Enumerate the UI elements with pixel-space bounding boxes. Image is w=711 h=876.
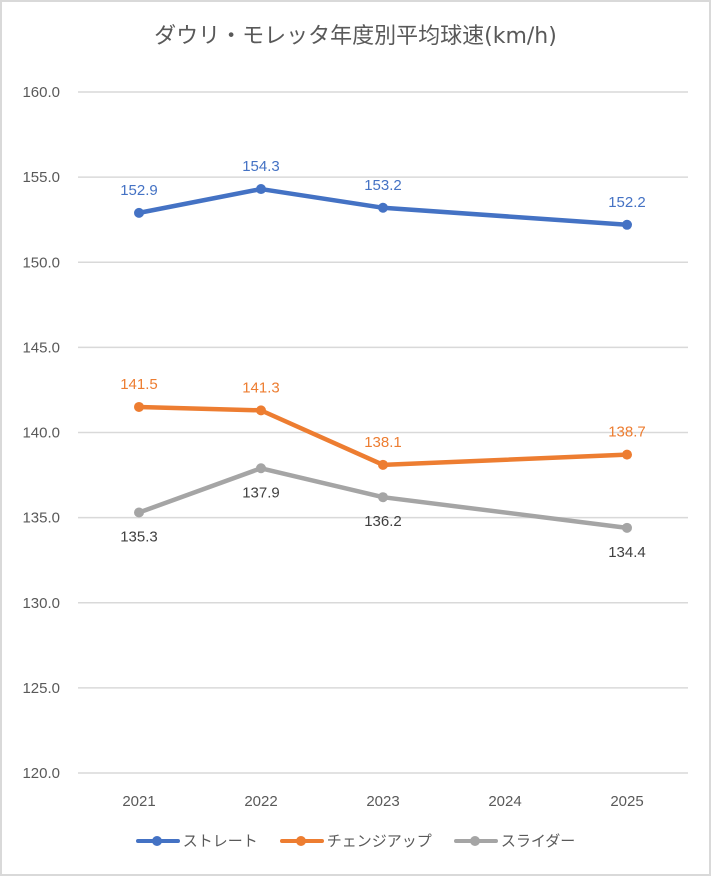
data-label: 135.3 (120, 529, 158, 546)
data-label: 138.7 (608, 424, 646, 441)
data-point (134, 507, 144, 518)
legend-item-changeup[interactable]: チェンジアップ (279, 830, 432, 851)
x-tick-label: 2021 (122, 793, 155, 810)
x-tick-label: 2024 (488, 793, 521, 810)
data-point (256, 405, 266, 416)
y-tick-label: 145.0 (22, 339, 60, 356)
legend-item-straight[interactable]: ストレート (135, 830, 258, 851)
legend-swatch-changeup (279, 834, 324, 848)
data-point (378, 459, 388, 470)
data-point (378, 492, 388, 503)
data-label: 134.4 (608, 544, 646, 561)
series-line-1 (136, 404, 630, 468)
data-point (622, 449, 632, 460)
data-label: 152.2 (608, 194, 646, 211)
y-tick-label: 135.0 (22, 510, 60, 527)
data-point (622, 522, 632, 533)
data-point (622, 219, 632, 230)
data-label: 136.2 (364, 513, 402, 530)
x-tick-label: 2022 (244, 793, 277, 810)
legend-swatch-slider (453, 834, 498, 848)
data-label: 152.9 (120, 182, 158, 199)
data-label: 138.1 (364, 434, 402, 451)
y-tick-label: 120.0 (22, 765, 60, 782)
data-label: 141.5 (120, 376, 158, 393)
y-tick-label: 155.0 (22, 169, 60, 186)
legend: ストレート チェンジアップ スライダー (0, 830, 711, 851)
data-point (378, 202, 388, 213)
data-label: 137.9 (242, 484, 280, 501)
data-point (134, 401, 144, 412)
legend-swatch-straight (135, 834, 180, 848)
y-tick-label: 160.0 (22, 84, 60, 101)
y-tick-label: 125.0 (22, 680, 60, 697)
data-label: 153.2 (364, 177, 402, 194)
data-label: 141.3 (242, 379, 280, 396)
data-point (256, 463, 266, 474)
x-tick-label: 2023 (366, 793, 399, 810)
series-line-2 (136, 466, 630, 531)
data-point (256, 184, 266, 195)
legend-item-slider[interactable]: スライダー (453, 830, 576, 851)
y-tick-label: 130.0 (22, 595, 60, 612)
data-label: 154.3 (242, 158, 280, 175)
data-point (134, 207, 144, 218)
y-tick-label: 150.0 (22, 254, 60, 271)
y-tick-label: 140.0 (22, 425, 60, 442)
legend-label: チェンジアップ (326, 832, 432, 850)
legend-label: ストレート (182, 832, 258, 850)
x-tick-label: 2025 (610, 793, 643, 810)
series-line-0 (136, 186, 630, 228)
chart-title: ダウリ・モレッタ年度別平均球速(km/h) (154, 24, 557, 49)
legend-label: スライダー (500, 832, 576, 850)
